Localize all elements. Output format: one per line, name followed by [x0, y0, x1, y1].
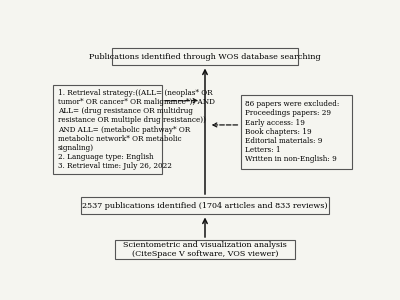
Text: Scientometric and visualization analysis
(CiteSpace V software, VOS viewer): Scientometric and visualization analysis…	[123, 241, 287, 258]
FancyBboxPatch shape	[115, 240, 295, 260]
Text: 2537 publications identified (1704 articles and 833 reviews): 2537 publications identified (1704 artic…	[82, 202, 328, 210]
Text: 86 papers were excluded:
Proceedings papers: 29
Early access: 19
Book chapters: : 86 papers were excluded: Proceedings pap…	[245, 100, 340, 164]
FancyBboxPatch shape	[112, 48, 298, 65]
FancyBboxPatch shape	[53, 85, 162, 174]
Text: Publications identified through WOS database searching: Publications identified through WOS data…	[89, 53, 321, 61]
FancyBboxPatch shape	[241, 95, 352, 169]
Text: 1. Retrieval strategy:((ALL= (neoplas* OR
tumor* OR cancer* OR malignance*)) AND: 1. Retrieval strategy:((ALL= (neoplas* O…	[58, 89, 215, 170]
FancyBboxPatch shape	[81, 197, 329, 214]
